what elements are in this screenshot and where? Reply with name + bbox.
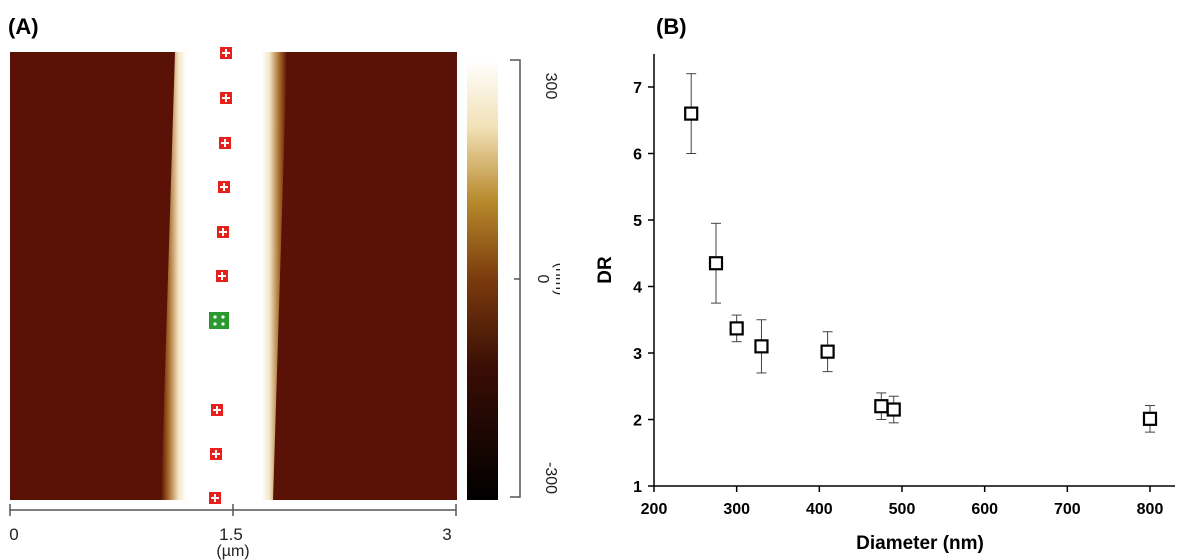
colorbar-gradient: [467, 60, 498, 500]
colorbar: 300 0 (nm) -300: [467, 59, 560, 500]
x-tick-label-5: 700: [1054, 501, 1081, 518]
data-point-5: [874, 399, 889, 414]
red-marker-8: [210, 448, 222, 460]
y-tick-label-5: 6: [633, 147, 642, 164]
red-marker-4: [217, 226, 229, 238]
x-tick-label-0: 200: [641, 501, 668, 518]
red-marker-0: [220, 47, 232, 59]
y-tick-label-4: 5: [633, 213, 642, 230]
chart-ticks: 200 300 400 500 600 700 800 1 2 3 4 5 6 7: [633, 80, 1163, 518]
red-marker-3: [218, 181, 230, 193]
panel-a-label: (A): [8, 14, 39, 39]
afm-x-tick-label-0: 0: [9, 525, 18, 544]
x-tick-label-2: 400: [806, 501, 833, 518]
green-marker: [209, 312, 229, 329]
data-point-7: [1142, 411, 1158, 426]
data-point-6: [886, 402, 901, 417]
afm-x-tick-label-1: 1.5: [219, 525, 243, 544]
colorbar-unit: (nm): [552, 263, 560, 296]
red-marker-1: [220, 92, 232, 104]
x-tick-label-3: 500: [889, 501, 916, 518]
afm-x-unit: (µm): [216, 543, 249, 560]
afm-height-image-panel: 0 1.5 3 (µm) 300 0 (nm) -300: [9, 47, 560, 560]
measurement-markers: [209, 47, 232, 504]
y-axis-title: DR: [595, 256, 616, 284]
chart-points: [684, 73, 1158, 433]
y-tick-label-1: 2: [633, 413, 642, 430]
y-tick-label-6: 7: [633, 80, 642, 97]
data-point-1: [708, 256, 724, 271]
dr-vs-diameter-chart: 200 300 400 500 600 700 800 1 2 3 4 5 6 7 Diameter (n…: [595, 54, 1175, 554]
x-tick-label-6: 800: [1137, 501, 1164, 518]
y-tick-label-2: 3: [633, 346, 642, 363]
x-axis-title: Diameter (nm): [856, 533, 984, 554]
data-point-3: [754, 339, 769, 354]
x-tick-label-1: 300: [723, 501, 750, 518]
data-point-4: [820, 344, 835, 359]
red-marker-5: [216, 270, 228, 282]
data-point-2: [729, 321, 744, 336]
colorbar-tick-label-mid: 0: [534, 275, 551, 284]
red-marker-7: [211, 404, 223, 416]
panel-b-label: (B): [656, 14, 687, 39]
colorbar-tick-label-bottom: -300: [542, 462, 559, 494]
chart-axes: [653, 54, 1175, 487]
afm-x-tick-label-2: 3: [442, 525, 451, 544]
red-marker-9: [209, 492, 221, 504]
data-point-0: [684, 106, 699, 121]
red-marker-2: [219, 137, 231, 149]
afm-x-axis: 0 1.5 3 (µm): [9, 504, 457, 560]
y-tick-label-3: 4: [633, 280, 642, 297]
y-tick-label-0: 1: [633, 479, 642, 496]
colorbar-tick-label-top: 300: [542, 73, 559, 100]
x-tick-label-4: 600: [971, 501, 998, 518]
